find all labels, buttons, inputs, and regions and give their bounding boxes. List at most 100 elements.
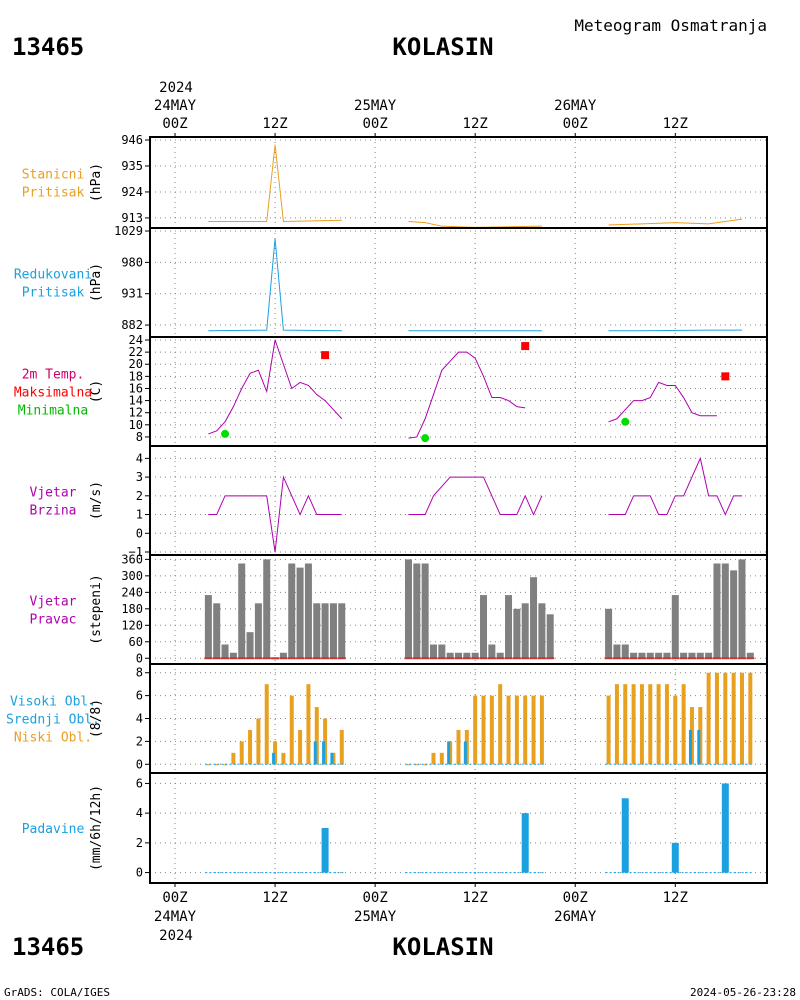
mid-cloud-bar <box>688 729 692 765</box>
series-line <box>408 220 542 228</box>
low-cloud-bar <box>406 764 411 766</box>
unit-label: (8/8) <box>89 699 104 738</box>
y-tick-label: 10 <box>129 418 143 432</box>
precipitation-bar <box>671 842 679 873</box>
y-tick-label: 2 <box>136 836 143 850</box>
low-cloud-bar <box>473 695 478 765</box>
wind-direction-bar <box>321 603 329 659</box>
y-tick-label: 360 <box>121 552 143 566</box>
wind-direction-bar <box>329 603 337 659</box>
low-cloud-bar <box>739 672 744 765</box>
low-cloud-bar <box>606 695 611 765</box>
wind-direction-bar <box>213 603 221 659</box>
panel-precipitation <box>145 772 768 884</box>
unit-label: (hPa) <box>89 263 104 302</box>
low-cloud-bar <box>706 672 711 765</box>
low-cloud-bar <box>623 684 628 765</box>
series-line <box>608 329 742 332</box>
precipitation-bar <box>321 828 329 873</box>
low-cloud-bar <box>614 684 619 765</box>
wind-direction-bar <box>613 644 621 659</box>
x-date-label-top: 25MAY <box>354 98 397 114</box>
y-tick-label: 0 <box>136 757 143 771</box>
low-cloud-bar <box>639 684 644 765</box>
y-tick-label: 0 <box>136 866 143 880</box>
top-year-label: 2024 <box>159 80 193 96</box>
y-tick-label: 8 <box>136 666 143 680</box>
station-id-bottom: 13465 <box>12 933 84 961</box>
panel-label: Brzina <box>30 504 77 519</box>
panel-label: Padavine <box>22 822 85 837</box>
y-tick-label: 8 <box>136 430 143 444</box>
low-cloud-bar <box>256 718 261 765</box>
panel-label: Vjetar <box>30 486 77 501</box>
footer-right: 2024-05-26-23:28 <box>690 986 796 999</box>
x-date-label-bottom: 25MAY <box>354 909 397 925</box>
panel-label: Visoki Obl. <box>10 695 96 710</box>
low-cloud-bar <box>431 752 436 765</box>
y-tick-label: 1 <box>136 508 143 522</box>
meteogram-title: Meteogram Osmatranja <box>574 16 767 35</box>
x-hour-label-bottom: 12Z <box>463 890 488 906</box>
low-cloud-bar <box>681 684 686 765</box>
panel-reduced_pressure <box>145 227 768 338</box>
wind-direction-bar <box>638 652 646 659</box>
low-cloud-bar <box>723 672 728 765</box>
wind-direction-bar <box>746 652 754 659</box>
wind-direction-bar <box>404 559 412 659</box>
wind-direction-bar <box>721 563 729 659</box>
y-tick-label: 240 <box>121 585 143 599</box>
y-tick-label: 0 <box>136 651 143 665</box>
panel-frame <box>149 227 768 338</box>
y-tick-label: 18 <box>129 369 143 383</box>
wind-direction-bar <box>296 567 304 659</box>
low-cloud-bar <box>281 752 286 765</box>
wind-direction-bar <box>304 563 312 659</box>
panel-label: Maksimalna <box>14 386 92 401</box>
panel-label: 2m Temp. <box>22 368 85 383</box>
wind-direction-bar <box>730 570 738 659</box>
low-cloud-bar <box>656 684 661 765</box>
wind-direction-bar <box>463 652 471 659</box>
low-cloud-bar <box>314 707 319 765</box>
panel-label: Minimalna <box>18 404 88 419</box>
x-date-label-bottom: 26MAY <box>554 909 597 925</box>
x-date-label-bottom: 24MAY <box>154 909 197 925</box>
y-tick-label: 4 <box>136 712 143 726</box>
chart-layer: 946 935 924 913 (hPa) Stanicni Pritisak 1029 980… <box>6 98 768 925</box>
panel-wind_speed <box>145 445 768 556</box>
mid-cloud-bar <box>330 752 334 765</box>
series-line <box>608 456 742 516</box>
low-cloud-bar <box>481 695 486 765</box>
y-tick-label: 980 <box>121 255 143 269</box>
low-cloud-bar <box>248 729 253 765</box>
x-hour-label-bottom: 12Z <box>663 890 688 906</box>
low-cloud-bar <box>206 764 211 766</box>
series-line <box>208 475 342 553</box>
wind-direction-bar <box>671 595 679 659</box>
x-hour-label-bottom: 00Z <box>563 890 588 906</box>
low-cloud-bar <box>673 695 678 765</box>
x-hour-label-bottom: 00Z <box>362 890 387 906</box>
max-temp-marker <box>321 351 330 360</box>
unit-label: (C) <box>89 380 104 403</box>
precipitation-bar <box>521 813 529 873</box>
low-cloud-bar <box>539 695 544 765</box>
panel-label: Vjetar <box>30 595 77 610</box>
panel-frame <box>149 772 768 884</box>
wind-direction-bar <box>446 652 454 659</box>
y-tick-label: 913 <box>121 211 143 225</box>
wind-direction-bar <box>538 603 546 659</box>
low-cloud-bar <box>731 672 736 765</box>
unit-label: (stepeni) <box>89 574 104 644</box>
y-tick-label: −1 <box>129 545 143 559</box>
x-hour-label-bottom: 12Z <box>262 890 287 906</box>
low-cloud-bar <box>631 684 636 765</box>
wind-direction-bar <box>496 652 504 659</box>
y-tick-label: 6 <box>136 776 143 790</box>
wind-direction-bar <box>546 614 554 659</box>
min-temp-marker <box>221 429 230 438</box>
wind-direction-bar <box>279 652 287 659</box>
low-cloud-bar <box>289 695 294 765</box>
station-id-top: 13465 <box>12 33 84 61</box>
